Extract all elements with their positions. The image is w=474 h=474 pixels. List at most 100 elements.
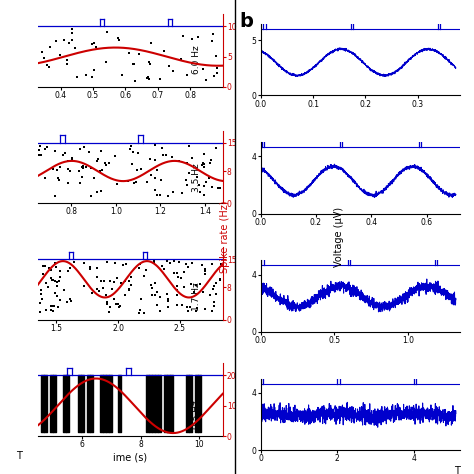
Point — [140, 272, 148, 279]
Point — [201, 305, 209, 313]
Point — [173, 269, 181, 277]
Point — [79, 164, 86, 172]
Point — [157, 176, 164, 184]
Point — [187, 281, 194, 288]
Point — [212, 290, 219, 298]
Point — [78, 173, 86, 181]
Point — [213, 70, 221, 77]
Point — [206, 291, 214, 299]
Point — [93, 157, 101, 164]
Point — [185, 142, 193, 150]
Point — [183, 159, 191, 166]
Point — [103, 292, 110, 299]
Point — [133, 166, 141, 174]
Point — [185, 169, 193, 177]
Point — [212, 144, 219, 152]
Point — [217, 275, 224, 283]
Point — [104, 300, 111, 307]
Point — [37, 151, 45, 158]
Point — [185, 307, 192, 314]
Point — [109, 295, 117, 302]
Point — [188, 35, 196, 43]
Point — [214, 184, 221, 192]
Point — [44, 143, 51, 150]
Point — [164, 303, 172, 311]
Point — [152, 279, 159, 287]
Point — [164, 192, 172, 200]
Point — [200, 65, 207, 73]
Point — [81, 143, 88, 151]
Point — [36, 299, 44, 307]
Point — [160, 265, 168, 273]
Point — [113, 181, 121, 188]
Point — [207, 156, 215, 164]
Point — [200, 160, 208, 168]
Point — [56, 296, 64, 304]
X-axis label: ime (s): ime (s) — [113, 452, 147, 462]
Point — [217, 276, 224, 284]
Point — [50, 165, 57, 173]
Point — [156, 293, 164, 301]
Point — [129, 60, 137, 67]
Point — [64, 267, 72, 275]
Point — [182, 176, 190, 184]
Point — [71, 45, 79, 52]
Point — [186, 303, 194, 310]
Point — [56, 163, 64, 171]
Point — [180, 269, 188, 276]
Point — [128, 160, 136, 168]
Point — [114, 300, 122, 308]
Point — [143, 178, 151, 186]
Point — [93, 264, 101, 272]
Point — [201, 265, 209, 273]
Point — [127, 143, 135, 150]
Point — [147, 171, 155, 179]
Point — [106, 159, 113, 167]
Point — [46, 44, 54, 51]
Point — [38, 49, 46, 56]
Point — [201, 150, 208, 158]
Point — [200, 164, 207, 171]
Point — [103, 259, 111, 266]
Point — [217, 260, 225, 267]
Point — [50, 308, 57, 315]
Point — [76, 146, 83, 153]
Point — [88, 164, 95, 172]
Point — [151, 156, 159, 164]
Point — [208, 37, 215, 45]
Point — [80, 283, 88, 290]
Point — [136, 309, 143, 317]
Point — [191, 288, 198, 296]
Point — [79, 163, 86, 170]
Point — [37, 286, 45, 293]
Text: Spike rate (Hz): Spike rate (Hz) — [220, 201, 230, 273]
Point — [153, 191, 160, 198]
Point — [86, 265, 94, 273]
Point — [82, 163, 90, 171]
Point — [37, 290, 45, 297]
Point — [210, 299, 218, 306]
Point — [199, 159, 207, 167]
Point — [210, 73, 218, 80]
Point — [140, 309, 148, 317]
Point — [166, 259, 174, 266]
Point — [38, 295, 46, 303]
Point — [170, 269, 178, 277]
Point — [125, 286, 133, 293]
Point — [210, 303, 218, 310]
Point — [119, 261, 127, 268]
Point — [183, 182, 191, 189]
Point — [68, 29, 76, 37]
Point — [132, 178, 140, 186]
Point — [106, 303, 114, 310]
Point — [64, 165, 72, 173]
Point — [50, 276, 57, 284]
Point — [200, 289, 207, 296]
Text: 0.5 Hz: 0.5 Hz — [192, 400, 201, 429]
Point — [200, 182, 208, 190]
Point — [56, 273, 64, 281]
Point — [125, 286, 133, 293]
Point — [60, 36, 67, 44]
Point — [181, 283, 188, 291]
Point — [102, 161, 109, 169]
